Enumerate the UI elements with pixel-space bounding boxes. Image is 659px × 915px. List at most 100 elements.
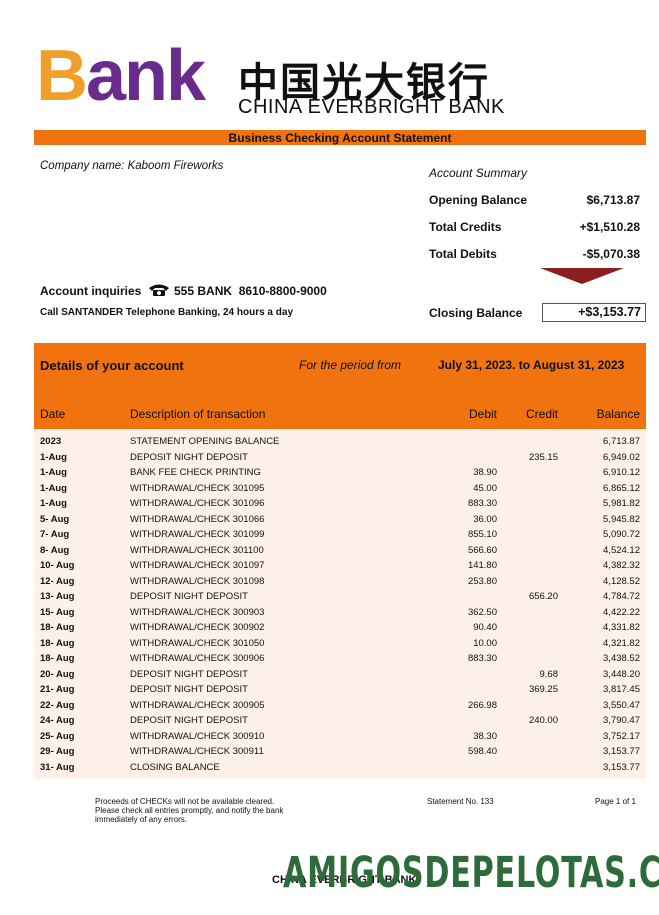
cell-date: 24- Aug [40,715,75,726]
cell-description: DEPOSIT NIGHT DEPOSIT [130,684,248,695]
cell-debit: 45.00 [473,482,497,494]
cell-credit: 656.20 [528,591,558,602]
cell-date: 20- Aug [40,668,75,680]
cell-credit: 240.00 [528,715,558,726]
cell-description: DEPOSIT NIGHT DEPOSIT [130,591,248,602]
cell-balance: 3,752.17 [603,730,640,742]
summary-value: -$5,070.38 [582,247,640,261]
cell-balance: 3,817.45 [603,684,640,695]
cell-date: 18- Aug [40,637,75,649]
details-header [34,343,646,429]
period-label: For the period from [299,358,402,372]
inquiries-label: Account inquiries [40,284,142,298]
cell-description: BANK FEE CHECK PRINTING [130,467,261,478]
bank-name-cn: 中国光大银行 [238,61,490,105]
summary-arrow [540,268,624,284]
cell-balance: 3,153.77 [603,746,640,757]
cell-debit: 90.40 [473,622,497,633]
phone-icon [149,284,169,296]
cell-debit: 598.40 [467,746,497,757]
cell-debit: 855.10 [467,529,497,540]
footer-note: Proceeds of CHECKs will not be available… [95,797,284,825]
column-header: Credit [525,407,558,421]
company-name: Company name: Kaboom Fireworks [40,160,224,172]
cell-date: 12- Aug [40,575,75,587]
cell-balance: 4,784.72 [603,591,640,602]
cell-balance: 6,865.12 [603,482,640,494]
cell-date: 1-Aug [40,451,67,463]
cell-description: WITHDRAWAL/CHECK 301098 [130,575,265,587]
page-number: Page 1 of 1 [595,797,636,806]
cell-description: DEPOSIT NIGHT DEPOSIT [130,451,248,463]
cell-description: WITHDRAWAL/CHECK 301100 [130,544,264,556]
cell-balance: 4,331.82 [603,622,640,633]
cell-balance: 3,153.77 [603,761,640,773]
cell-balance: 4,382.32 [603,560,640,571]
summary-label: Total Debits [429,247,497,261]
cell-date: 2023 [40,436,62,447]
cell-debit: 566.60 [467,544,497,556]
cell-description: WITHDRAWAL/CHECK 301099 [130,529,265,540]
cell-date: 1-Aug [40,482,67,494]
column-header: Date [40,407,66,421]
cell-description: WITHDRAWAL/CHECK 300903 [130,606,265,618]
cell-description: WITHDRAWAL/CHECK 301095 [130,482,265,494]
cell-balance: 4,128.52 [603,575,640,587]
column-header: Description of transaction [130,407,266,421]
watermark: AMIGOSDEPELOTAS.COM [283,848,659,898]
phone: 555 BANK 8610-8800-9000 [174,284,327,298]
title-bar [34,130,646,145]
cell-debit: 362.50 [467,606,497,618]
cell-debit: 36.00 [473,513,497,525]
cell-description: WITHDRAWAL/CHECK 301050 [130,637,265,649]
cell-description: WITHDRAWAL/CHECK 300905 [130,699,265,711]
cell-date: 18- Aug [40,653,75,664]
closing-value: +$3,153.77 [542,303,646,322]
cell-balance: 6,713.87 [603,436,640,447]
inquiries-note: Call SANTANDER Telephone Banking, 24 hou… [40,307,294,318]
cell-balance: 4,524.12 [603,544,640,556]
cell-balance: 3,448.20 [603,668,640,680]
cell-credit: 9.68 [539,668,559,680]
cell-description: CLOSING BALANCE [130,761,220,773]
cell-balance: 3,438.52 [603,653,640,664]
closing-label: Closing Balance [429,306,523,320]
cell-debit: 253.80 [467,575,497,587]
cell-date: 18- Aug [40,622,75,633]
cell-date: 7- Aug [40,529,70,540]
cell-debit: 141.80 [467,560,497,571]
cell-debit: 266.98 [467,699,497,711]
statement-number: Statement No. 133 [427,797,494,806]
cell-description: WITHDRAWAL/CHECK 300902 [130,622,265,633]
details-title: Details of your account [40,358,184,373]
period: July 31, 2023. to August 31, 2023 [438,358,625,372]
summary-label: Total Credits [429,220,502,234]
cell-description: WITHDRAWAL/CHECK 301097 [130,560,265,571]
cell-balance: 5,981.82 [603,498,640,509]
cell-credit: 369.25 [528,684,558,695]
cell-description: DEPOSIT NIGHT DEPOSIT [130,668,248,680]
cell-date: 5- Aug [40,513,70,525]
footer-bank: CHINA EVERBRIGHT BANK [272,874,417,886]
cell-balance: 3,550.47 [603,699,640,711]
cell-date: 21- Aug [40,684,75,695]
cell-balance: 3,790.47 [603,715,640,726]
cell-date: 8- Aug [40,544,70,556]
cell-date: 10- Aug [40,560,75,571]
cell-debit: 10.00 [473,637,497,649]
cell-description: WITHDRAWAL/CHECK 300906 [130,653,265,664]
summary-value: +$1,510.28 [579,220,640,234]
cell-description: WITHDRAWAL/CHECK 300910 [130,730,265,742]
summary-value: $6,713.87 [586,193,640,207]
summary-title: Account Summary [429,166,528,180]
cell-debit: 883.30 [467,653,497,664]
summary-label: Opening Balance [429,193,528,207]
cell-balance: 5,090.72 [603,529,640,540]
cell-date: 31- Aug [40,761,75,773]
cell-description: WITHDRAWAL/CHECK 301066 [130,513,265,525]
cell-date: 15- Aug [40,606,75,618]
logo: Bank [36,36,206,116]
cell-date: 29- Aug [40,746,75,757]
cell-credit: 235.15 [528,451,558,463]
cell-debit: 883.30 [467,498,497,509]
